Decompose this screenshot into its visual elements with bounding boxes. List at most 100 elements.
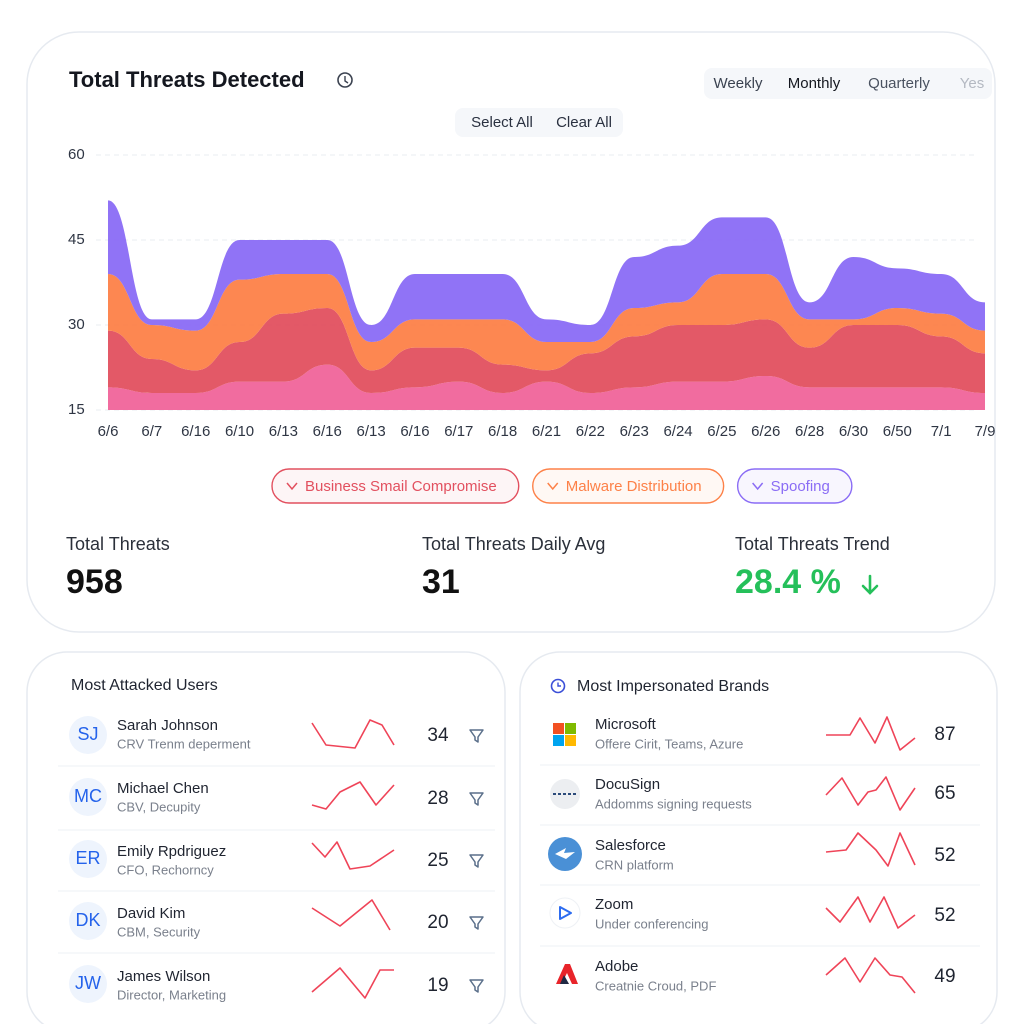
- x-tick-label: 6/50: [883, 423, 912, 440]
- user-row[interactable]: MC Michael Chen CBV, Decupity 28: [69, 778, 484, 816]
- chip-bg: [271, 468, 520, 504]
- filter-icon[interactable]: [469, 916, 484, 930]
- x-tick-label: 6/16: [400, 423, 429, 440]
- area-band: [108, 274, 985, 371]
- user-count: 20: [427, 912, 448, 933]
- x-tick-label: 6/30: [839, 423, 868, 440]
- card-title: Total Threats Detected: [69, 67, 305, 92]
- brand-count: 52: [934, 845, 955, 866]
- avatar: DK: [75, 910, 100, 930]
- x-tick-label: 6/13: [356, 423, 385, 440]
- range-tab[interactable]: Quarterly: [868, 75, 930, 92]
- filter-icon[interactable]: [469, 854, 484, 868]
- brand-count: 87: [934, 724, 955, 745]
- sparkline: [826, 716, 916, 751]
- x-tick-label: 6/22: [576, 423, 605, 440]
- microsoft-logo: [553, 723, 576, 746]
- x-tick-label: 6/21: [532, 423, 561, 440]
- area-chart: 15 30 45 60 6/6 6/7 6/16 6/10 6/13 6/16 6/13 6/16 6/…: [68, 146, 996, 440]
- brand-count: 65: [934, 783, 955, 804]
- range-tab[interactable]: Weekly: [714, 75, 763, 92]
- areas: [108, 200, 985, 410]
- clear-all[interactable]: Clear All: [556, 114, 612, 131]
- brand-row[interactable]: Salesforce CRN platform 52: [548, 832, 956, 872]
- x-tick-label: 6/24: [663, 423, 692, 440]
- adobe-logo: [556, 964, 578, 984]
- clock-icon: [550, 678, 566, 694]
- stat-value: 31: [422, 563, 460, 601]
- brand-row[interactable]: DocuSign Addomms signing requests 65: [550, 776, 956, 811]
- user-row[interactable]: SJ Sarah Johnson CRV Trenm deperment 34: [69, 716, 484, 754]
- filter-icon[interactable]: [469, 979, 484, 993]
- brand-row[interactable]: Microsoft Offere Cirit, Teams, Azure 87: [553, 716, 956, 751]
- x-tick-label: 6/16: [313, 423, 342, 440]
- x-tick-label: 7/9: [975, 423, 996, 440]
- legend-chip[interactable]: Spoofing: [736, 468, 853, 504]
- user-count: 34: [427, 725, 449, 746]
- docusign-logo: [550, 779, 580, 809]
- brand-row[interactable]: Adobe Creatnie Croud, PDF 49: [556, 957, 956, 994]
- stat-value: 958: [66, 563, 123, 601]
- salesforce-logo: [548, 837, 582, 871]
- sparkline: [311, 781, 395, 810]
- user-role: CBM, Security: [117, 924, 201, 939]
- y-tick-label: 60: [68, 146, 85, 163]
- brand-name: Adobe: [595, 958, 638, 975]
- avatar: ER: [75, 848, 100, 868]
- filter-icon[interactable]: [469, 792, 484, 806]
- brand-row[interactable]: Zoom Under conferencing 52: [549, 896, 956, 931]
- avatar: SJ: [77, 724, 98, 744]
- x-tick-label: 6/10: [225, 423, 254, 440]
- users-card: [26, 651, 506, 1024]
- range-tab[interactable]: Yes: [960, 75, 984, 92]
- filter-icon[interactable]: [469, 729, 484, 743]
- chip-bg: [532, 468, 725, 504]
- area-band: [108, 364, 985, 410]
- y-tick-label: 45: [68, 231, 85, 248]
- brand-name: Microsoft: [595, 716, 657, 733]
- x-tick-label: 6/16: [181, 423, 210, 440]
- user-name: Sarah Johnson: [117, 717, 218, 734]
- chip-chevron: [752, 482, 764, 491]
- x-tick-label: 6/18: [488, 423, 517, 440]
- x-tick-label: 6/28: [795, 423, 824, 440]
- brand-name: Zoom: [595, 896, 633, 913]
- brand-desc: CRN platform: [595, 857, 674, 872]
- card-title: Most Attacked Users: [71, 677, 218, 694]
- legend-label: Spoofing: [771, 478, 830, 495]
- area-band: [108, 200, 985, 342]
- sparkline: [825, 832, 916, 867]
- brand-name: DocuSign: [595, 776, 660, 793]
- x-tick-label: 6/23: [620, 423, 649, 440]
- legend-label: Malware Distribution: [566, 478, 702, 495]
- user-role: CRV Trenm deperment: [117, 736, 251, 751]
- x-tick-label: 6/25: [707, 423, 736, 440]
- sparkline: [311, 899, 391, 931]
- brand-desc: Under conferencing: [595, 916, 708, 931]
- info-icon[interactable]: [337, 72, 353, 88]
- user-role: Director, Marketing: [117, 987, 226, 1002]
- legend-chip[interactable]: Malware Distribution: [532, 468, 725, 504]
- sparkline: [825, 957, 916, 994]
- trend-value: 28.4 %: [735, 563, 841, 601]
- user-count: 19: [427, 975, 448, 996]
- brand-count: 49: [934, 966, 955, 987]
- user-count: 25: [427, 850, 448, 871]
- brand-desc: Offere Cirit, Teams, Azure: [595, 736, 743, 751]
- user-row[interactable]: DK David Kim CBM, Security 20: [69, 899, 484, 940]
- avatar: JW: [75, 973, 101, 993]
- brand-count: 52: [934, 905, 955, 926]
- range-tab-active[interactable]: Monthly: [788, 75, 841, 92]
- x-tick-label: 7/1: [931, 423, 952, 440]
- stat-label: Total Threats Trend: [735, 534, 890, 554]
- select-all[interactable]: Select All: [471, 114, 533, 131]
- sparkline: [311, 841, 395, 870]
- chip-bg: [736, 468, 853, 504]
- y-tick-label: 30: [68, 316, 85, 333]
- sparkline: [825, 776, 916, 811]
- user-row[interactable]: JW James Wilson Director, Marketing 19: [69, 965, 484, 1003]
- sparkline: [311, 967, 394, 999]
- legend-chip[interactable]: Business Smail Compromise: [271, 468, 520, 504]
- zoom-logo: [549, 897, 581, 929]
- user-row[interactable]: ER Emily Rpdriguez CFO, Rechorncy 25: [69, 840, 484, 878]
